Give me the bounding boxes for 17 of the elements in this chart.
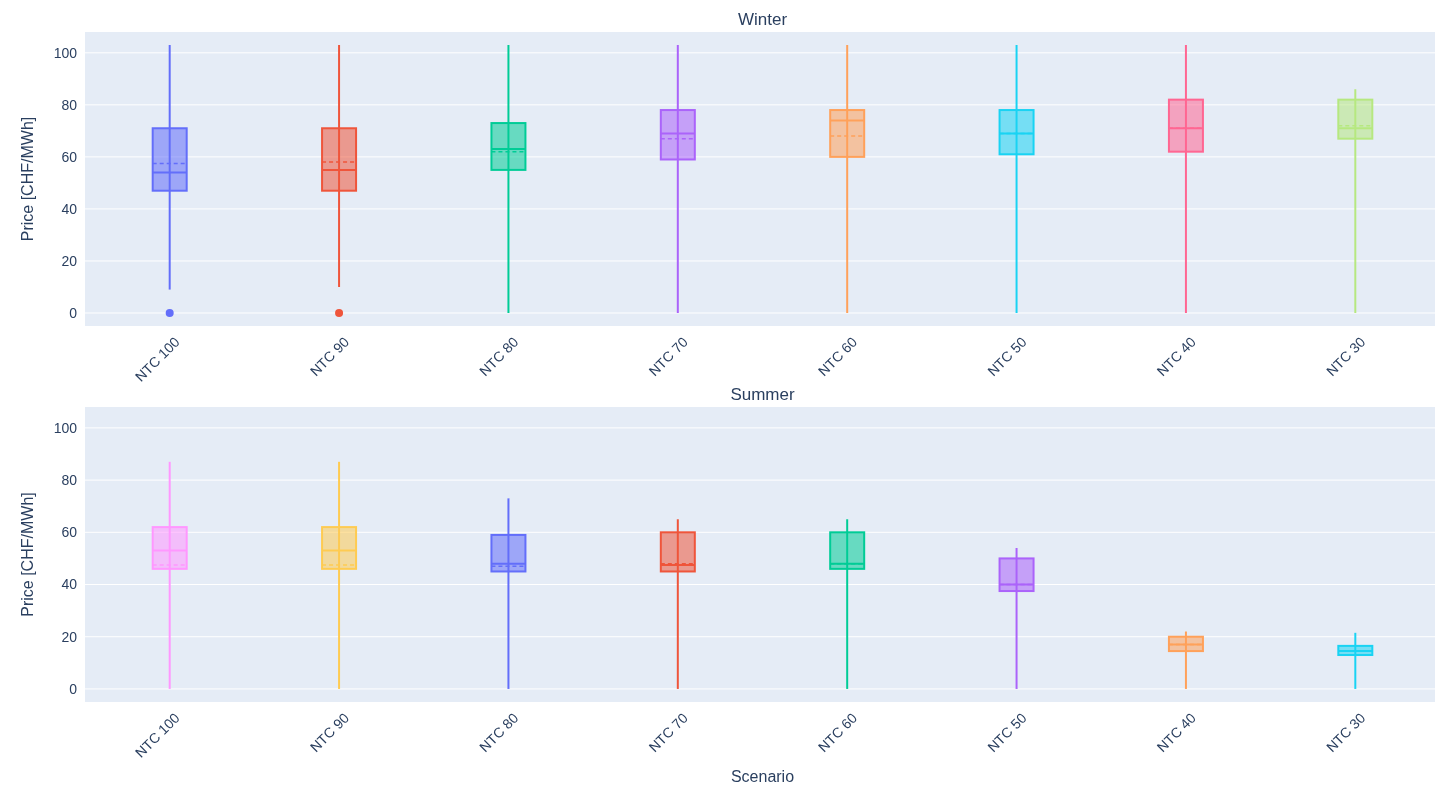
x-axis-title: Scenario <box>730 768 795 785</box>
y-tick-label: 100 <box>53 44 78 61</box>
y-tick-label: 80 <box>61 96 78 113</box>
y-tick-label: 20 <box>61 252 78 269</box>
chart-title: Winter <box>737 10 788 29</box>
y-tick-label: 40 <box>61 576 78 593</box>
y-axis-title: Price [CHF/MWh] <box>19 116 36 242</box>
y-tick-label: 0 <box>69 680 78 697</box>
y-tick-label: 80 <box>61 472 78 488</box>
y-tick-label: 100 <box>53 419 78 436</box>
y-tick-label: 20 <box>61 628 78 645</box>
chart-title: Summer <box>730 385 795 404</box>
y-tick-label: 0 <box>69 304 78 321</box>
y-tick-label: 60 <box>61 524 78 541</box>
y-axis-title: Price [CHF/MWh] <box>19 492 36 617</box>
y-tick-label: 60 <box>61 148 78 165</box>
y-tick-label: 40 <box>61 200 78 217</box>
